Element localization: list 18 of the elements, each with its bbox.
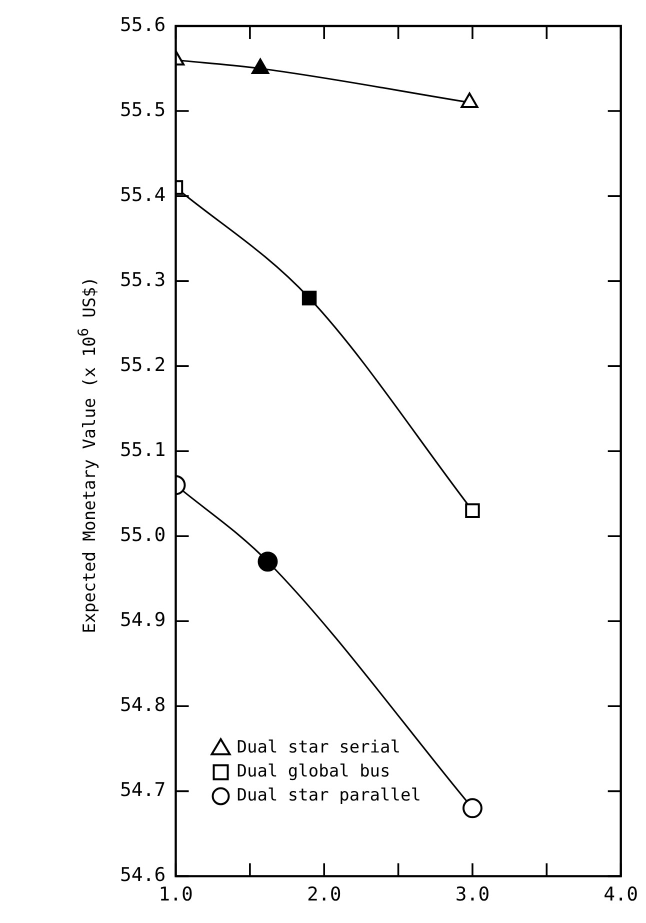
y-tick-label: 54.7 (120, 779, 166, 802)
legend-label: Dual star parallel (236, 786, 421, 806)
y-tick-label: 55.6 (120, 14, 166, 36)
y-tick-label: 54.9 (120, 609, 166, 632)
y-tick-label: 54.8 (120, 694, 166, 716)
y-tick-label: 55.1 (120, 439, 166, 462)
x-tick-label: 4.0 (604, 884, 638, 906)
x-tick-label: 3.0 (455, 884, 490, 906)
y-tick-label: 54.6 (120, 864, 166, 886)
x-tick-label: 2.0 (306, 884, 342, 906)
y-tick-label: 55.0 (120, 524, 166, 546)
y-tick-label: 55.2 (120, 354, 166, 376)
y-tick-label: 55.3 (120, 268, 166, 291)
x-tick-label: 1.0 (158, 884, 193, 906)
y-tick-label: 55.4 (120, 184, 166, 206)
legend-label: Dual global bus (236, 762, 390, 782)
y-tick-label: 55.5 (120, 98, 166, 121)
legend-label: Dual star serial (236, 738, 401, 758)
